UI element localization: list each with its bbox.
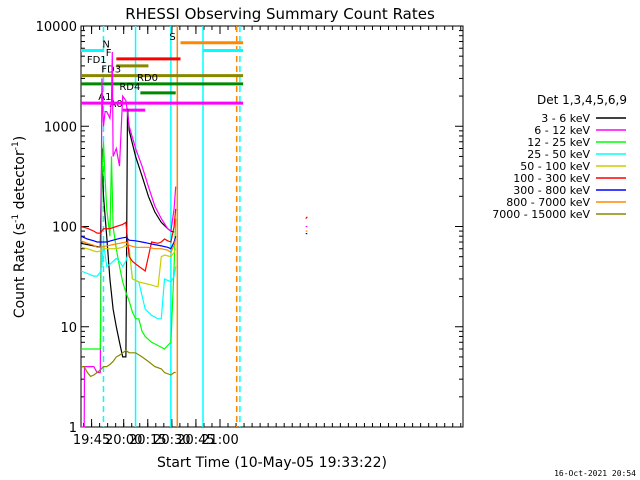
y-tick-label: 1	[69, 421, 77, 436]
series-line-4	[80, 244, 177, 288]
y-tick-label: 100	[52, 221, 77, 236]
x-axis-label: Start Time (10-May-05 19:33:22)	[157, 455, 387, 471]
legend-header: Det 1,3,4,5,6,9	[537, 93, 627, 107]
state-label-rd4: RD4	[119, 82, 140, 93]
y-axis-label-main: Count Rate (s	[12, 223, 28, 318]
state-label-rd0: RD0	[137, 73, 158, 84]
x-tick-label: 20:45	[177, 433, 214, 448]
state-label-n: N	[102, 39, 109, 50]
x-tick-label: 21:00	[201, 433, 238, 448]
x-tick-label: 20:15	[129, 433, 166, 448]
series-line-6	[80, 235, 177, 250]
state-label-fd3: FD3	[101, 65, 121, 76]
state-bars: NSFFD1FD3RD0RD4A0A1	[81, 32, 244, 112]
y-axis-label-sup2: -1	[11, 141, 21, 150]
svg-text:Count Rate (s-1 detector-1): Count Rate (s-1 detector-1)	[11, 136, 28, 318]
series-lines	[80, 51, 308, 428]
series-line-2	[81, 141, 177, 350]
series-line-3	[80, 241, 177, 320]
series-line-7	[80, 238, 177, 254]
legend-label: 50 - 100 keV	[520, 160, 590, 173]
legend-label: 12 - 25 keV	[527, 136, 590, 149]
series-line-8	[81, 349, 176, 378]
state-label-f: F	[106, 48, 112, 59]
y-axis-label-sup1: -1	[11, 214, 21, 223]
y-tick-label: 10	[60, 321, 77, 336]
y-axis-label: Count Rate (s-1 detector-1)	[11, 136, 28, 318]
legend-label: 6 - 12 keV	[534, 124, 590, 137]
legend-label: 800 - 7000 keV	[506, 196, 590, 209]
state-label-a1: A1	[98, 92, 111, 103]
y-tick-label: 1000	[44, 120, 77, 135]
y-tick-label: 10000	[36, 20, 77, 35]
series-line-0	[80, 108, 175, 358]
y-axis-label-mid: detector	[12, 150, 28, 214]
series-line-5	[80, 208, 177, 273]
legend-label: 7000 - 15000 keV	[492, 208, 590, 221]
state-label-fd1: FD1	[87, 55, 107, 66]
x-tick-label: 20:30	[153, 433, 190, 448]
legend-label: 100 - 300 keV	[513, 172, 590, 185]
x-tick-label: 19:45	[73, 433, 110, 448]
series-line-1	[81, 51, 177, 428]
state-label-s: S	[169, 32, 175, 43]
timestamp: 16-Oct-2021 20:54	[554, 469, 636, 478]
x-tick-label: 20:00	[105, 433, 142, 448]
y-axis-label-end: )	[12, 136, 28, 141]
chart-title: RHESSI Observing Summary Count Rates	[125, 5, 435, 23]
legend-label: 300 - 800 keV	[513, 184, 590, 197]
legend-label: 25 - 50 keV	[527, 148, 590, 161]
post-gap-segment-0	[305, 216, 308, 219]
legend-label: 3 - 6 keV	[541, 112, 590, 125]
